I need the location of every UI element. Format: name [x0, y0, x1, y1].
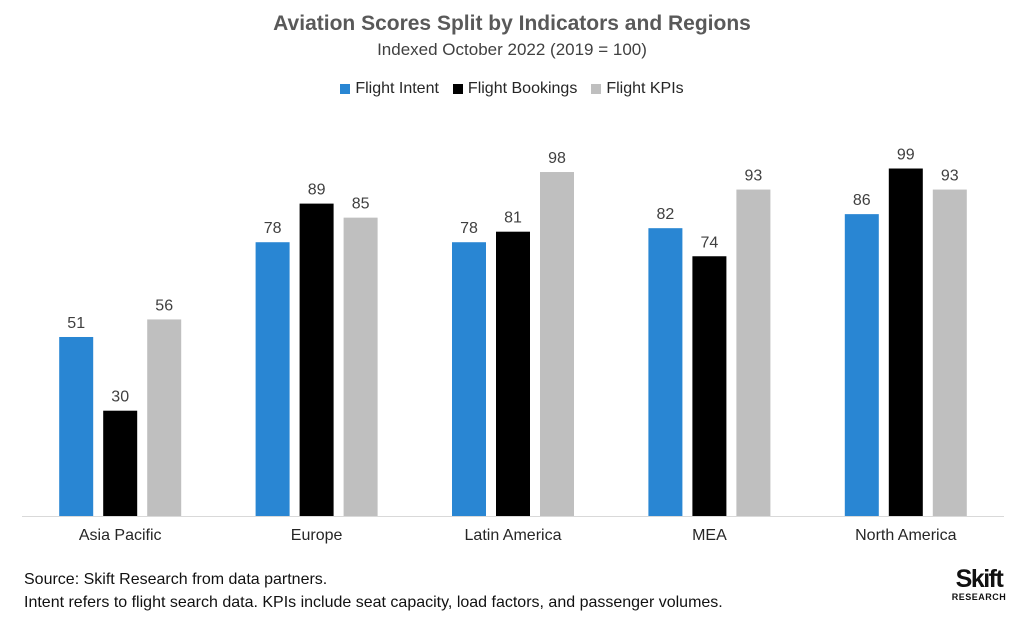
- bar-asia-pacific-flight-kpis: [147, 319, 182, 516]
- bar-mea-flight-kpis: [736, 189, 771, 516]
- bar-europe-flight-intent: [255, 242, 290, 516]
- x-tick-label-asia-pacific: Asia Pacific: [79, 527, 162, 544]
- bar-europe-flight-bookings: [299, 203, 334, 517]
- data-label-mea-flight-bookings: 74: [701, 234, 719, 251]
- bar-north-america-flight-intent: [844, 214, 879, 516]
- legend-item-flight-kpis: Flight KPIs: [591, 80, 684, 98]
- chart-subtitle: Indexed October 2022 (2019 = 100): [377, 40, 647, 59]
- data-label-mea-flight-kpis: 93: [745, 168, 763, 185]
- bar-asia-pacific-flight-intent: [59, 336, 94, 516]
- legend-swatch-flight-bookings: [452, 84, 463, 94]
- data-label-north-america-flight-bookings: 99: [897, 147, 915, 164]
- logo-subtitle: RESEARCH: [951, 592, 1007, 602]
- bar-north-america-flight-kpis: [932, 189, 967, 516]
- bar-mea-flight-intent: [648, 228, 683, 516]
- source-note: Source: Skift Research from data partner…: [24, 571, 328, 588]
- legend: Flight Intent Flight Bookings Flight KPI…: [0, 80, 1024, 98]
- logo-wordmark: Skift: [955, 565, 1004, 593]
- legend-label-flight-intent: Flight Intent: [355, 80, 439, 97]
- legend-swatch-flight-kpis: [591, 84, 602, 94]
- chart-footer: Source: Skift Research from data partner…: [24, 568, 723, 614]
- legend-label-flight-kpis: Flight KPIs: [606, 80, 684, 97]
- bar-north-america-flight-bookings: [888, 168, 923, 516]
- bar-latin-america-flight-bookings: [496, 231, 530, 516]
- data-label-europe-flight-kpis: 85: [352, 196, 370, 213]
- bar-chart: 51 30 56 Asia Pacific 78 89 85 Europe 78 81 98 Lati…: [22, 147, 1004, 544]
- legend-item-flight-bookings: Flight Bookings: [452, 80, 578, 98]
- legend-label-flight-bookings: Flight Bookings: [467, 80, 578, 97]
- legend-item-flight-intent: Flight Intent: [340, 80, 439, 98]
- bar-latin-america-flight-intent: [452, 242, 486, 516]
- x-tick-label-europe: Europe: [291, 527, 343, 544]
- x-tick-label-north-america: North America: [855, 527, 956, 544]
- data-label-latin-america-flight-kpis: 98: [548, 150, 566, 167]
- data-label-europe-flight-intent: 78: [264, 220, 282, 237]
- definition-note: Intent refers to flight search data. KPI…: [24, 594, 723, 611]
- x-tick-label-latin-america: Latin America: [465, 527, 562, 544]
- data-label-north-america-flight-intent: 86: [853, 192, 871, 209]
- data-label-asia-pacific-flight-kpis: 56: [155, 297, 173, 314]
- data-label-asia-pacific-flight-intent: 51: [67, 315, 85, 332]
- skift-research-logo: Skift RESEARCH: [944, 566, 1014, 602]
- data-label-mea-flight-intent: 82: [657, 206, 675, 223]
- bar-latin-america-flight-kpis: [540, 172, 574, 516]
- data-label-latin-america-flight-bookings: 81: [504, 210, 522, 227]
- data-label-latin-america-flight-intent: 78: [460, 220, 478, 237]
- legend-swatch-flight-intent: [340, 84, 351, 94]
- bar-mea-flight-bookings: [692, 256, 727, 516]
- bar-europe-flight-kpis: [343, 217, 378, 516]
- data-label-north-america-flight-kpis: 93: [941, 168, 959, 185]
- data-label-asia-pacific-flight-bookings: 30: [111, 389, 129, 406]
- chart-title: Aviation Scores Split by Indicators and …: [273, 12, 751, 35]
- bar-asia-pacific-flight-bookings: [103, 410, 138, 516]
- data-label-europe-flight-bookings: 89: [308, 182, 326, 199]
- x-tick-label-mea: MEA: [692, 527, 727, 544]
